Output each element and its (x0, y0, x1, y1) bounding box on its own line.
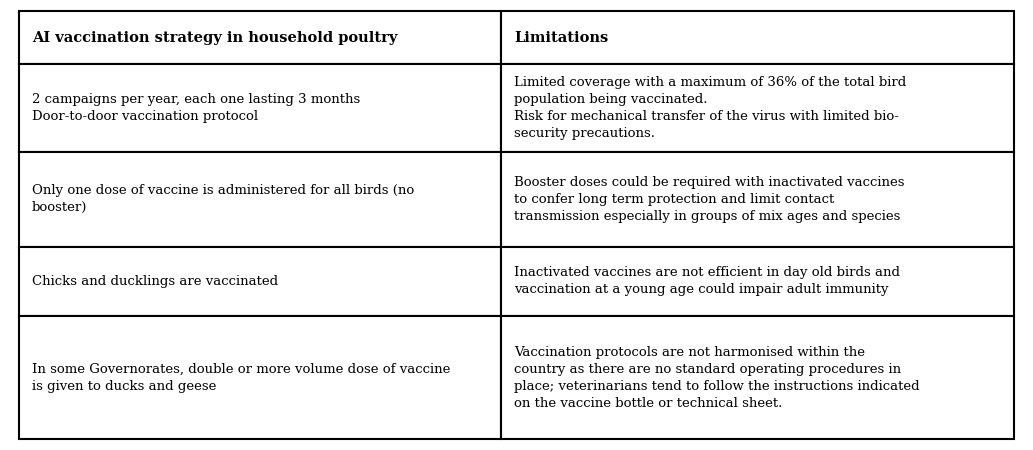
Bar (19, 11, 501, 64)
Text: Limitations: Limitations (514, 31, 608, 45)
Bar (501, 316, 1014, 439)
Bar (19, 64, 501, 152)
Bar (501, 247, 1014, 316)
Text: AI vaccination strategy in household poultry: AI vaccination strategy in household pou… (32, 31, 398, 45)
Text: Limited coverage with a maximum of 36% of the total bird
population being vaccin: Limited coverage with a maximum of 36% o… (514, 76, 906, 140)
Text: Inactivated vaccines are not efficient in day old birds and
vaccination at a you: Inactivated vaccines are not efficient i… (514, 266, 900, 297)
Bar (501, 64, 1014, 152)
Bar (501, 11, 1014, 64)
Bar (19, 316, 501, 439)
Bar (19, 247, 501, 316)
Bar (19, 152, 501, 247)
Text: Booster doses could be required with inactivated vaccines
to confer long term pr: Booster doses could be required with ina… (514, 176, 905, 223)
Bar (501, 152, 1014, 247)
Text: Vaccination protocols are not harmonised within the
country as there are no stan: Vaccination protocols are not harmonised… (514, 346, 919, 410)
Text: Only one dose of vaccine is administered for all birds (no
booster): Only one dose of vaccine is administered… (32, 184, 414, 214)
Text: 2 campaigns per year, each one lasting 3 months
Door-to-door vaccination protoco: 2 campaigns per year, each one lasting 3… (32, 93, 361, 123)
Text: Chicks and ducklings are vaccinated: Chicks and ducklings are vaccinated (32, 275, 278, 288)
Text: In some Governorates, double or more volume dose of vaccine
is given to ducks an: In some Governorates, double or more vol… (32, 363, 450, 392)
